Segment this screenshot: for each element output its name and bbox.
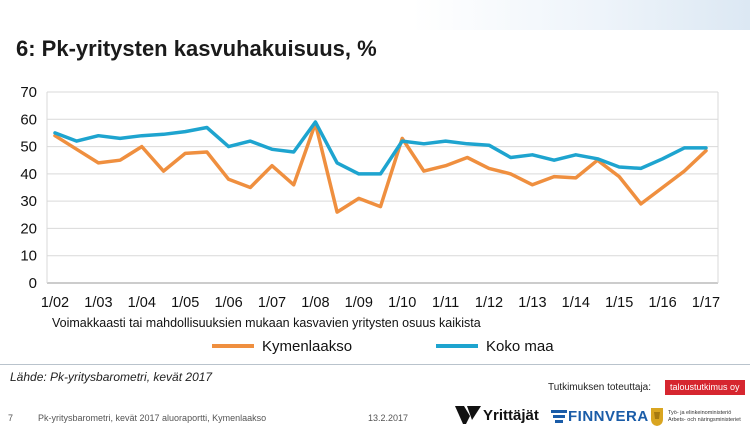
series-line-koko-maa — [53, 120, 708, 176]
x-tick-label: 1/08 — [301, 295, 329, 311]
x-tick-label: 1/05 — [171, 295, 199, 311]
x-tick-label: 1/17 — [692, 295, 720, 311]
y-tick-label: 0 — [29, 275, 37, 292]
finnvera-mark-icon — [551, 410, 567, 423]
x-tick-label: 1/07 — [258, 295, 286, 311]
footer-divider — [0, 364, 750, 365]
top-decor-band — [0, 0, 750, 30]
legend-item-kymenlaakso: Kymenlaakso — [212, 336, 352, 356]
legend-swatch-kymenlaakso — [212, 344, 254, 348]
x-tick-label: 1/15 — [605, 295, 633, 311]
y-tick-label: 40 — [20, 166, 37, 183]
gridlines — [46, 91, 719, 284]
source-note: Lähde: Pk-yritysbarometri, kevät 2017 — [10, 370, 213, 384]
legend-label-koko-maa: Koko maa — [486, 337, 554, 355]
tem-logo: Työ- ja elinkeinoministeriö Arbets- och … — [650, 405, 746, 429]
x-tick-label: 1/13 — [518, 295, 546, 311]
footer-date: 13.2.2017 — [368, 413, 409, 423]
legend-item-koko-maa: Koko maa — [436, 336, 554, 356]
implementer-badge: taloustutkimus oy — [665, 380, 745, 395]
implementer-label: Tutkimuksen toteuttaja: — [548, 382, 652, 393]
x-tick-label: 1/06 — [214, 295, 242, 311]
chart-xlabel: Voimakkaasti tai mahdollisuuksien mukaan… — [52, 316, 481, 330]
y-tick-label: 30 — [20, 193, 37, 210]
legend-label-kymenlaakso: Kymenlaakso — [262, 337, 353, 355]
tem-logo-line-1: Työ- ja elinkeinoministeriö — [668, 410, 732, 416]
finnvera-logo-text: FINNVERA — [568, 407, 649, 425]
series-lines — [53, 120, 708, 214]
x-axis-tick-labels: 1/02 1/03 1/04 1/05 1/06 1/07 1/08 1/09 1/10 1/11… — [41, 295, 720, 311]
y-tick-label: 70 — [20, 84, 37, 101]
x-tick-label: 1/09 — [345, 295, 373, 311]
slide-title: 6: Pk-yritysten kasvuhakuisuus, % — [16, 36, 377, 61]
footer-report-name: Pk-yritysbarometri, kevät 2017 aluorapor… — [38, 413, 267, 423]
finnvera-logo: FINNVERA — [551, 405, 649, 427]
yrittajat-logo: Yrittäjät — [455, 402, 539, 428]
y-tick-label: 50 — [20, 139, 37, 156]
x-tick-label: 1/14 — [562, 295, 590, 311]
y-axis-tick-labels: 0 10 20 30 40 50 60 70 — [20, 84, 37, 292]
x-tick-label: 1/11 — [432, 295, 459, 311]
footer-page-number: 7 — [8, 413, 14, 423]
x-tick-label: 1/10 — [388, 295, 416, 311]
x-tick-label: 1/16 — [648, 295, 676, 311]
x-tick-label: 1/04 — [128, 295, 156, 311]
legend-swatch-koko-maa — [436, 344, 478, 348]
x-tick-label: 1/02 — [41, 295, 69, 311]
y-tick-label: 20 — [20, 220, 37, 237]
tem-logo-line-2: Arbets- och näringsministeriet — [668, 417, 741, 423]
yrittajat-mark-icon — [455, 406, 481, 424]
x-tick-label: 1/03 — [84, 295, 112, 311]
y-tick-label: 60 — [20, 111, 37, 128]
finnish-lion-crest-icon — [651, 408, 663, 426]
x-tick-label: 1/12 — [475, 295, 503, 311]
yrittajat-logo-text: Yrittäjät — [483, 406, 539, 424]
y-tick-label: 10 — [20, 248, 37, 265]
plot-area — [47, 92, 718, 283]
